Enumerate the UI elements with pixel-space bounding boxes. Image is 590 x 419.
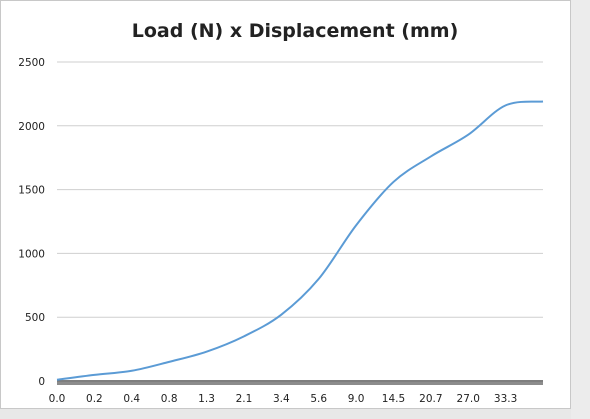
x-tick-label: 20.7 [419, 393, 442, 405]
x-tick-label: 9.0 [348, 393, 365, 405]
x-tick-label: 27.0 [457, 393, 480, 405]
x-tick-label: 0.2 [86, 393, 103, 405]
x-tick-label: 0.8 [161, 393, 178, 405]
x-tick-label: 14.5 [382, 393, 405, 405]
y-tick-label: 2500 [18, 57, 45, 69]
x-tick-label: 5.6 [310, 393, 327, 405]
x-tick-label: 0.0 [49, 393, 66, 405]
y-tick-label: 1000 [18, 248, 45, 260]
x-tick-label: 33.3 [494, 393, 517, 405]
scrollbar-strip [571, 0, 590, 419]
x-axis-band [57, 380, 543, 385]
series-line [56, 100, 544, 381]
y-tick-label: 1500 [18, 185, 45, 197]
y-tick-label: 500 [25, 312, 45, 324]
x-tick-label: 3.4 [273, 393, 290, 405]
chart-frame [0, 0, 571, 409]
x-tick-label: 1.3 [198, 393, 215, 405]
y-tick-label: 2000 [18, 121, 45, 133]
x-tick-label: 0.4 [123, 393, 140, 405]
y-tick-label: 0 [38, 376, 45, 388]
x-tick-label: 2.1 [236, 393, 253, 405]
chart-title: Load (N) x Displacement (mm) [131, 20, 459, 42]
